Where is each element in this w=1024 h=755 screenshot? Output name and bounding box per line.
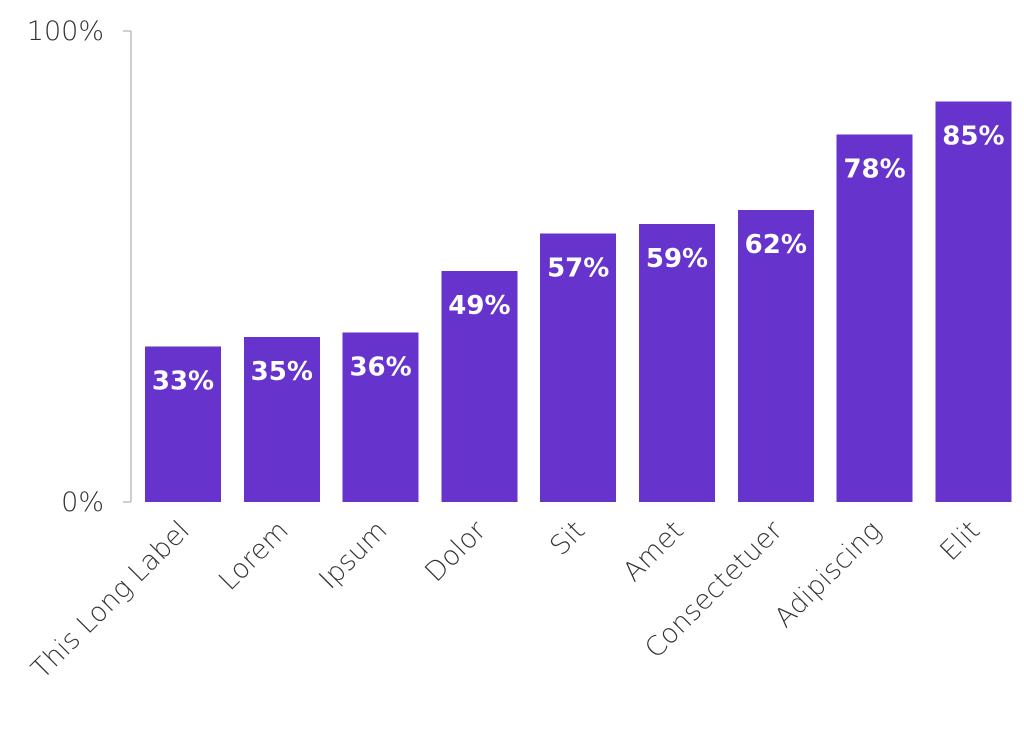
data-label: 57% bbox=[547, 254, 609, 284]
data-label: 33% bbox=[152, 367, 214, 397]
bar bbox=[145, 346, 221, 502]
bar bbox=[441, 271, 518, 502]
bar bbox=[737, 210, 814, 502]
x-axis-labels: This Long Label Lorem Ipsum Dolor Sit AmetCon… bbox=[26, 514, 987, 685]
x-tick-label: Adipiscing bbox=[769, 515, 888, 634]
x-tick-label: Dolor bbox=[419, 514, 493, 588]
data-label: 59% bbox=[646, 244, 708, 274]
x-tick-label: Lorem bbox=[213, 515, 295, 597]
data-labels-group: 33% 35% 36% 49% 57% 59% 62% 78% 85% bbox=[152, 122, 1005, 397]
bar bbox=[342, 332, 419, 502]
x-tick-label: This Long Label bbox=[26, 515, 196, 685]
y-axis-labels: 100% 0% bbox=[27, 16, 104, 518]
data-label: 85% bbox=[942, 122, 1004, 152]
x-tick-label: Amet bbox=[617, 515, 690, 588]
data-label: 36% bbox=[349, 352, 411, 382]
x-tick-label: Sit bbox=[544, 515, 591, 562]
data-label: 78% bbox=[843, 155, 905, 185]
y-tick-label: 100% bbox=[27, 16, 104, 47]
bar bbox=[639, 224, 715, 502]
x-tick-label: Ipsum bbox=[313, 515, 393, 595]
data-label: 49% bbox=[448, 291, 510, 321]
y-tick-label: 0% bbox=[61, 487, 104, 518]
bars-group bbox=[145, 101, 1012, 502]
bar bbox=[540, 233, 617, 502]
x-tick-label: Elit bbox=[934, 515, 986, 567]
data-label: 62% bbox=[745, 230, 807, 260]
bar bbox=[836, 134, 913, 502]
data-label: 35% bbox=[251, 357, 313, 387]
bar bbox=[935, 101, 1012, 502]
bar bbox=[243, 337, 320, 502]
